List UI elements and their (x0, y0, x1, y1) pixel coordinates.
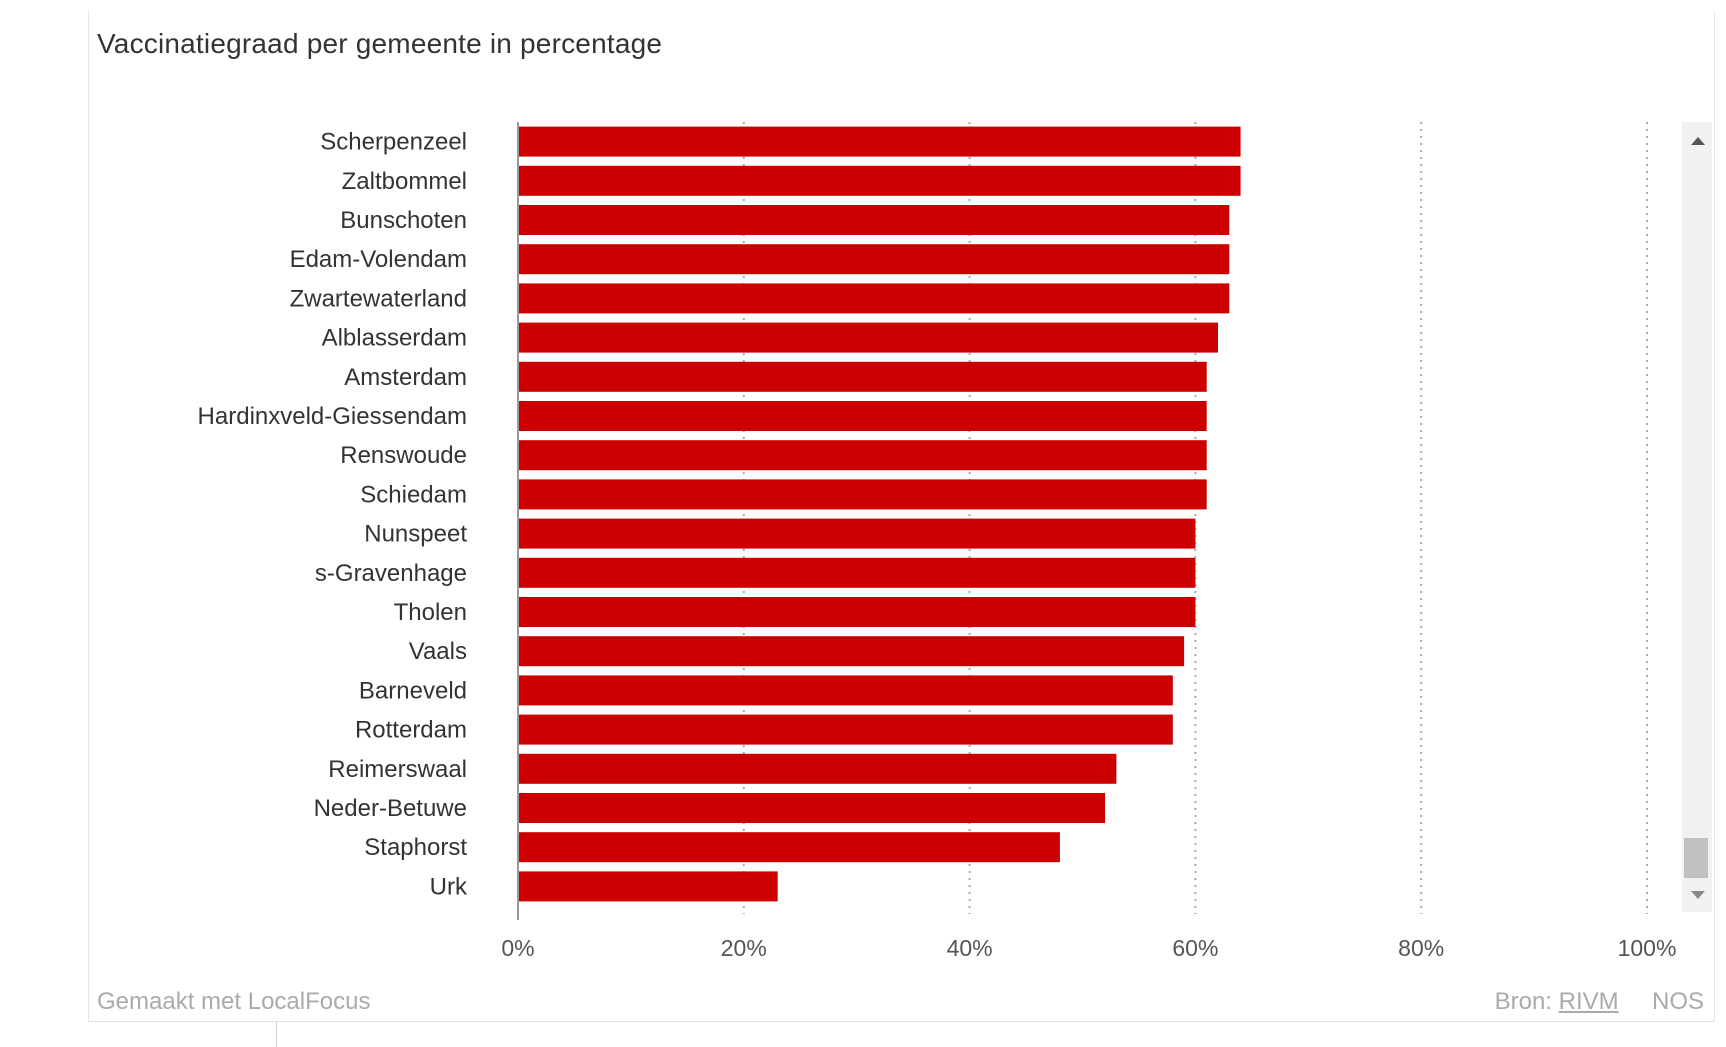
divider-stub (276, 1022, 277, 1047)
source-credit: Bron: RIVM NOS (1495, 988, 1704, 1016)
category-label: s-Gravenhage (315, 560, 467, 587)
chart-title: Vaccinatiegraad per gemeente in percenta… (97, 28, 663, 59)
publisher-label: NOS (1651, 988, 1704, 1015)
category-label: Edam-Volendam (290, 246, 467, 273)
chart-scrollbar[interactable] (1682, 122, 1712, 912)
category-label: Barneveld (359, 677, 467, 704)
bar-hardinxveld-giessendam (518, 401, 1207, 431)
bar-urk (518, 871, 778, 902)
category-label: Nunspeet (364, 521, 467, 548)
category-label: Rotterdam (355, 717, 467, 744)
bar-bunschoten (518, 205, 1230, 235)
category-label: Schiedam (360, 481, 467, 508)
made-with-localfocus[interactable]: Gemaakt met LocalFocus (97, 988, 371, 1015)
category-label: Vaals (409, 638, 467, 665)
bar-rotterdam (518, 714, 1173, 745)
scroll-up-arrow-icon[interactable] (1691, 137, 1705, 145)
bar-amsterdam (518, 361, 1207, 392)
category-label: Staphorst (364, 834, 467, 861)
category-label: Tholen (394, 599, 467, 626)
category-label: Zwartewaterland (290, 285, 467, 312)
category-label: Alblasserdam (322, 325, 467, 352)
source-link-rivm[interactable]: RIVM (1558, 988, 1619, 1015)
card-bottom-border (88, 1021, 1715, 1022)
category-label: Hardinxveld-Giessendam (198, 403, 467, 430)
x-tick-label: 20% (721, 935, 767, 961)
bar-reimerswaal (518, 753, 1117, 784)
bar-schiedam (518, 479, 1207, 510)
bar-neder-betuwe (518, 793, 1106, 823)
bar-nunspeet (518, 518, 1196, 549)
category-label: Scherpenzeel (320, 129, 467, 156)
bar-s-gravenhage (518, 557, 1196, 588)
bar-tholen (518, 597, 1196, 627)
category-label: Amsterdam (344, 364, 467, 391)
bar-vaals (518, 636, 1185, 667)
x-tick-label: 0% (501, 935, 534, 961)
bar-barneveld (518, 675, 1173, 706)
bar-scherpenzeel (518, 126, 1241, 157)
category-label: Reimerswaal (328, 756, 467, 783)
category-label: Neder-Betuwe (314, 795, 467, 822)
category-label: Bunschoten (340, 207, 467, 234)
x-tick-label: 60% (1172, 935, 1218, 961)
scroll-thumb[interactable] (1684, 838, 1708, 878)
source-label: Bron: (1494, 988, 1552, 1015)
bar-zaltbommel (518, 165, 1241, 196)
x-tick-label: 80% (1398, 935, 1444, 961)
bar-staphorst (518, 832, 1060, 863)
category-label: Zaltbommel (342, 168, 467, 195)
card-left-border (88, 10, 89, 1022)
bar-edam-volendam (518, 244, 1230, 275)
x-tick-label: 40% (947, 935, 993, 961)
bar-zwartewaterland (518, 283, 1230, 314)
x-tick-label: 100% (1618, 935, 1677, 961)
category-label: Renswoude (340, 442, 467, 469)
bar-renswoude (518, 440, 1207, 471)
card-right-border (1714, 10, 1715, 1022)
bar-alblasserdam (518, 322, 1218, 353)
scroll-down-arrow-icon[interactable] (1691, 891, 1705, 899)
category-label: Urk (430, 873, 468, 900)
